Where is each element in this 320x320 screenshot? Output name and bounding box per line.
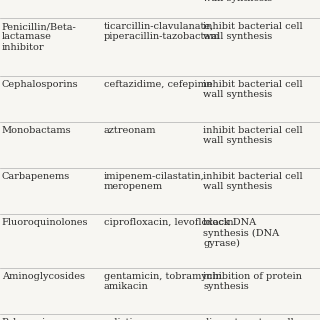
Text: block DNA
synthesis (DNA
gyrase): block DNA synthesis (DNA gyrase) (203, 218, 279, 248)
Text: disrupts outer cell: disrupts outer cell (203, 318, 294, 320)
Text: gentamicin, tobramycin
amikacin: gentamicin, tobramycin amikacin (104, 272, 222, 292)
Text: ceftazidime, cefepime: ceftazidime, cefepime (104, 80, 212, 89)
Text: Penicillin/Beta-
lactamase
inhibitor: Penicillin/Beta- lactamase inhibitor (2, 22, 76, 52)
Text: inhibition of protein
synthesis: inhibition of protein synthesis (203, 272, 302, 292)
Text: ciprofloxacin, levofloxacin: ciprofloxacin, levofloxacin (104, 218, 234, 227)
Text: Polymyxins: Polymyxins (2, 318, 57, 320)
Text: inhibit bacterial cell
wall synthesis: inhibit bacterial cell wall synthesis (203, 0, 303, 4)
Text: inhibit bacterial cell
wall synthesis: inhibit bacterial cell wall synthesis (203, 80, 303, 100)
Text: imipenem-cilastatin,
meropenem: imipenem-cilastatin, meropenem (104, 172, 205, 191)
Text: Monobactams: Monobactams (2, 126, 71, 135)
Text: ticarcillin-clavulanate,
piperacillin-tazobactam: ticarcillin-clavulanate, piperacillin-ta… (104, 22, 220, 41)
Text: inhibit bacterial cell
wall synthesis: inhibit bacterial cell wall synthesis (203, 126, 303, 145)
Text: Carbapenems: Carbapenems (2, 172, 70, 181)
Text: Aminoglycosides: Aminoglycosides (2, 272, 84, 281)
Text: colistin: colistin (104, 318, 140, 320)
Text: inhibit bacterial cell
wall synthesis: inhibit bacterial cell wall synthesis (203, 172, 303, 191)
Text: Fluoroquinolones: Fluoroquinolones (2, 218, 88, 227)
Text: aztreonam: aztreonam (104, 126, 156, 135)
Text: inhibit bacterial cell
wall synthesis: inhibit bacterial cell wall synthesis (203, 22, 303, 41)
Text: Cephalosporins: Cephalosporins (2, 80, 78, 89)
